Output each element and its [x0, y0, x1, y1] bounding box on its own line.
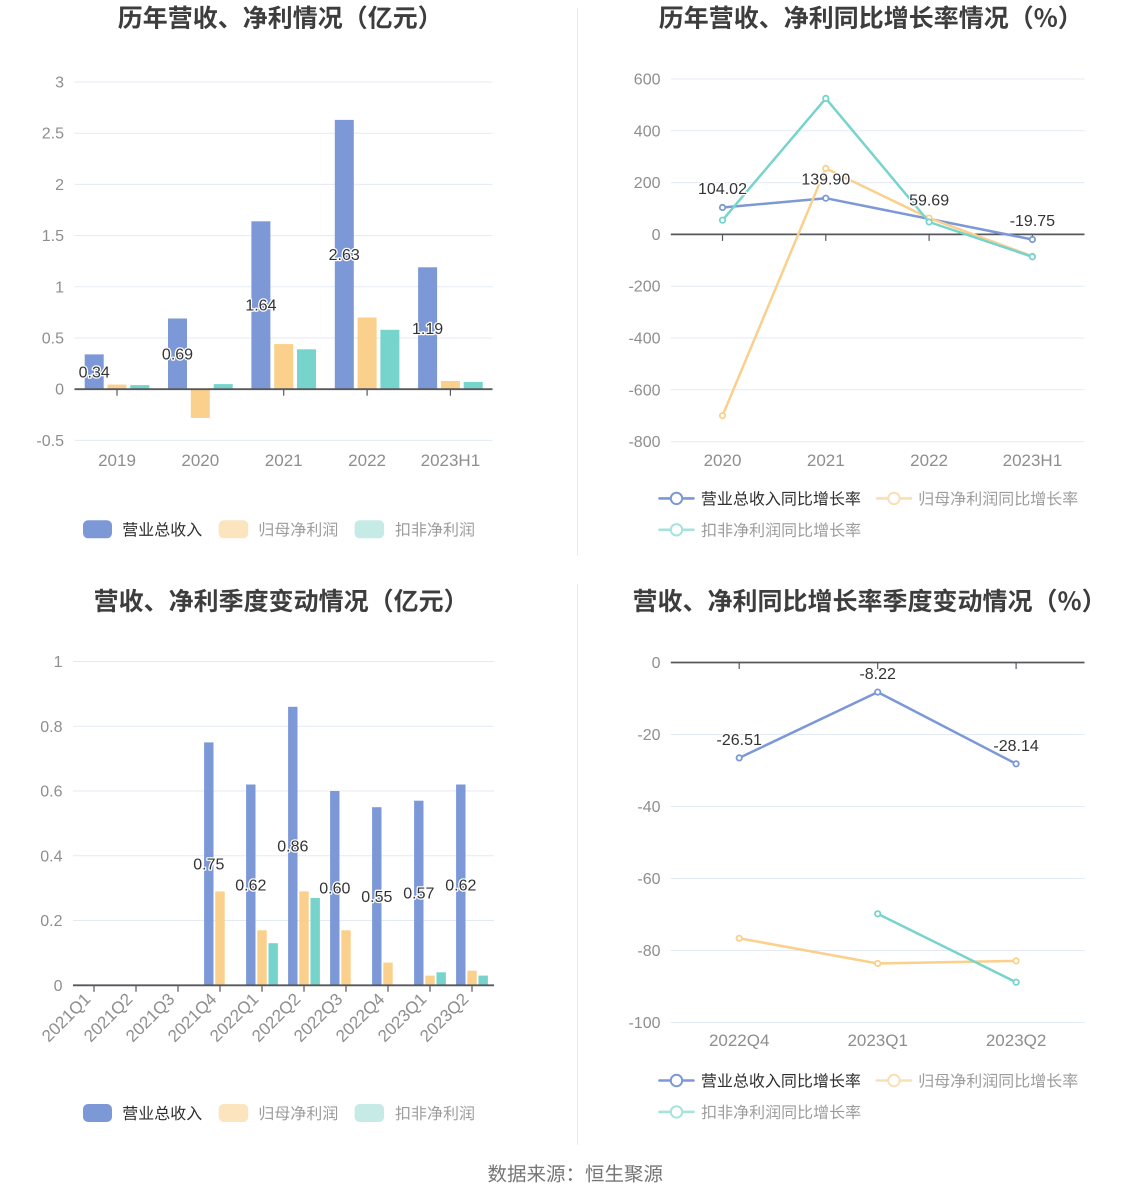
svg-text:-80: -80	[637, 943, 660, 960]
svg-text:0.34: 0.34	[79, 364, 110, 381]
svg-text:1.5: 1.5	[42, 228, 64, 245]
svg-text:-8.22: -8.22	[859, 666, 896, 683]
svg-text:2023H1: 2023H1	[1003, 451, 1063, 470]
svg-text:-26.51: -26.51	[717, 732, 762, 749]
svg-text:0.2: 0.2	[40, 913, 62, 930]
svg-text:1.19: 1.19	[412, 321, 443, 338]
svg-text:600: 600	[634, 72, 661, 89]
svg-text:400: 400	[634, 123, 661, 140]
svg-text:2020: 2020	[181, 451, 219, 470]
svg-text:-200: -200	[628, 279, 660, 296]
svg-text:-40: -40	[637, 799, 660, 816]
svg-text:-0.5: -0.5	[36, 433, 64, 450]
svg-text:-28.14: -28.14	[993, 738, 1038, 755]
svg-text:0: 0	[652, 655, 661, 672]
svg-text:200: 200	[634, 175, 661, 192]
svg-text:2022: 2022	[348, 451, 386, 470]
svg-text:2023Q2: 2023Q2	[986, 1031, 1047, 1050]
svg-text:0.5: 0.5	[42, 331, 64, 348]
svg-text:139.90: 139.90	[801, 172, 850, 189]
svg-text:0: 0	[54, 978, 63, 995]
svg-text:0.55: 0.55	[361, 889, 392, 906]
svg-text:-100: -100	[628, 1015, 660, 1032]
svg-text:2021: 2021	[807, 451, 845, 470]
svg-text:2019: 2019	[98, 451, 136, 470]
svg-text:1: 1	[54, 654, 63, 671]
svg-text:59.69: 59.69	[909, 192, 949, 209]
svg-text:2023H1: 2023H1	[421, 451, 481, 470]
svg-text:2022: 2022	[910, 451, 948, 470]
svg-text:2.5: 2.5	[42, 126, 64, 143]
svg-text:1: 1	[55, 279, 64, 296]
svg-text:2.63: 2.63	[329, 247, 360, 264]
svg-text:-19.75: -19.75	[1010, 213, 1055, 230]
svg-text:0.57: 0.57	[403, 886, 434, 903]
svg-text:0.86: 0.86	[277, 839, 308, 856]
svg-text:-20: -20	[637, 727, 660, 744]
svg-text:-800: -800	[628, 434, 660, 451]
svg-text:2021: 2021	[265, 451, 303, 470]
svg-text:104.02: 104.02	[698, 181, 747, 198]
svg-text:0.60: 0.60	[319, 881, 350, 898]
svg-text:-400: -400	[628, 331, 660, 348]
svg-text:0.69: 0.69	[162, 346, 193, 363]
svg-text:-600: -600	[628, 382, 660, 399]
svg-text:0: 0	[652, 227, 661, 244]
svg-text:1.64: 1.64	[245, 298, 276, 315]
svg-text:0.75: 0.75	[193, 856, 224, 873]
svg-text:0.6: 0.6	[40, 784, 62, 801]
svg-text:2022Q4: 2022Q4	[709, 1031, 770, 1050]
svg-text:0.62: 0.62	[235, 877, 266, 894]
svg-text:2: 2	[55, 177, 64, 194]
svg-text:-60: -60	[637, 871, 660, 888]
svg-text:0.8: 0.8	[40, 719, 62, 736]
svg-text:0.62: 0.62	[445, 877, 476, 894]
svg-text:0.4: 0.4	[40, 848, 62, 865]
svg-text:2020: 2020	[704, 451, 742, 470]
svg-text:0: 0	[55, 382, 64, 399]
svg-text:2023Q1: 2023Q1	[847, 1031, 908, 1050]
svg-text:3: 3	[55, 75, 64, 92]
